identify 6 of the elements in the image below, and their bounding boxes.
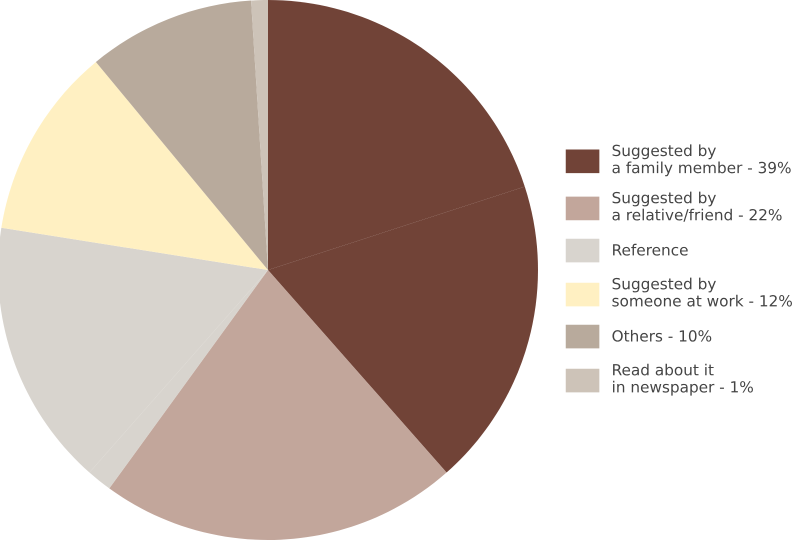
legend-label: Suggested by a family member - 39%: [612, 144, 791, 176]
legend-label: Suggested by someone at work - 12%: [612, 278, 792, 307]
legend-label: Reference: [613, 244, 688, 256]
legend-label: Read about it in newspaper - 1%: [613, 364, 753, 396]
legend-label: Others - 10%: [612, 330, 712, 342]
legend-label: Suggested by a relative/friend - 22%: [612, 192, 782, 222]
